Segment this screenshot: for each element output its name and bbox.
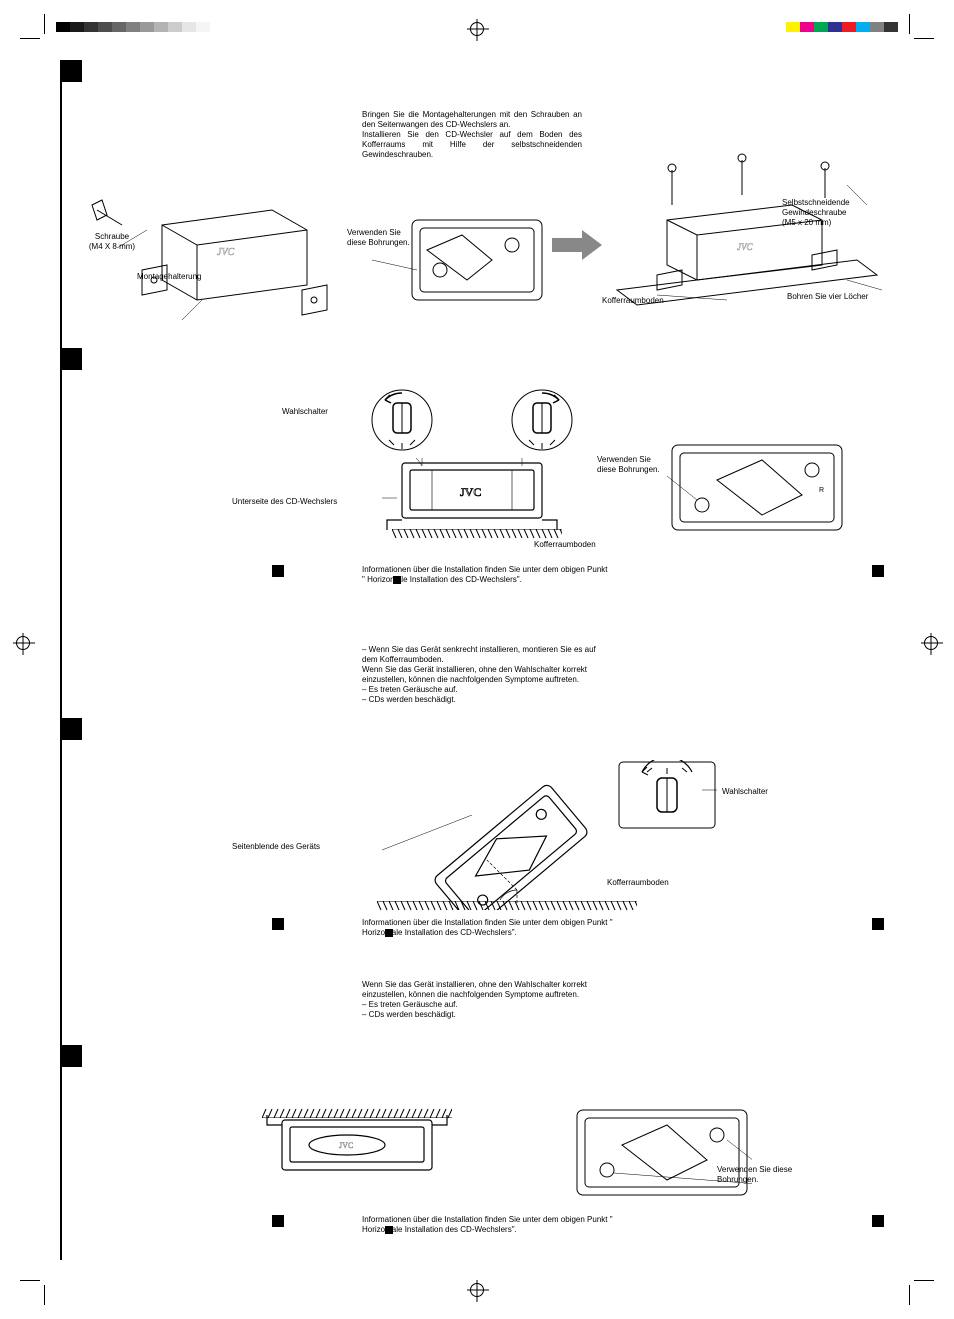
inline-marker — [393, 576, 401, 584]
svg-text:R: R — [819, 487, 824, 494]
note-ref-4: Informationen über die Installation find… — [362, 1215, 632, 1235]
label-switch: Wahlschalter — [282, 407, 328, 417]
diagram-tilted — [382, 755, 602, 910]
crop-mark — [909, 1285, 910, 1305]
ref-marker — [272, 1215, 284, 1227]
diagram-floor-mount: JVC — [607, 150, 897, 310]
hatched-ceiling — [262, 1105, 452, 1115]
crop-mark — [20, 38, 40, 39]
switch-dial-2 — [507, 385, 577, 455]
svg-text:JVC: JVC — [737, 242, 753, 252]
label-trunk-floor-2: Kofferraumboden — [534, 540, 596, 550]
svg-text:JVC: JVC — [460, 485, 481, 499]
label-side: Seitenblende des Geräts — [232, 842, 320, 852]
label-trunk-floor-3: Kofferraumboden — [607, 878, 669, 888]
crop-mark — [44, 1285, 45, 1305]
crop-mark — [44, 14, 45, 34]
registration-mark — [924, 636, 938, 650]
label-switch-3: Wahlschalter — [722, 787, 768, 797]
section-marker — [60, 60, 82, 82]
label-use-holes: Verwenden Sie diese Bohrungen. — [347, 228, 422, 248]
label-use-holes-2: Verwenden Sie diese Bohrungen. — [597, 455, 672, 475]
diagram-hole-detail-1 — [372, 210, 552, 310]
hatched-floor-2 — [377, 898, 637, 908]
ref-marker — [872, 1215, 884, 1227]
crop-mark — [914, 1280, 934, 1281]
crop-mark — [20, 1280, 40, 1281]
hatched-floor — [392, 526, 562, 536]
registration-mark — [470, 1283, 484, 1297]
arrow-icon — [552, 230, 602, 260]
section-marker — [60, 348, 82, 370]
label-screw: Schraube (M4 X 8 mm) — [82, 232, 142, 252]
label-bracket: Montagehalterung — [137, 272, 202, 282]
crop-mark — [914, 38, 934, 39]
ref-marker — [272, 565, 284, 577]
section-marker — [60, 1045, 82, 1067]
inline-marker — [385, 929, 393, 937]
crop-mark — [909, 14, 910, 34]
diagram-hole-detail-2: R — [667, 440, 847, 535]
label-drill: Bohren Sie vier Löcher — [787, 292, 868, 302]
page: Bringen Sie die Montagehalterungen mit d… — [0, 0, 954, 1319]
diagram-hole-detail-4 — [572, 1105, 752, 1200]
ref-marker — [272, 918, 284, 930]
grayscale-bar — [56, 22, 210, 32]
registration-mark — [470, 22, 484, 36]
label-use-holes-4: Verwenden Sie diese Bohrungen. — [717, 1165, 807, 1185]
instruction-text: Bringen Sie die Montagehalterungen mit d… — [362, 110, 582, 160]
warn-block-2: – Wenn Sie das Gerät senkrecht installie… — [362, 645, 612, 705]
label-self-tap: Selbstschneidende Gewindeschraube (M5 x … — [782, 198, 882, 228]
color-bar — [786, 22, 898, 32]
inline-marker — [385, 1226, 393, 1234]
note-ref-3: Informationen über die Installation find… — [362, 918, 632, 938]
content-area: Bringen Sie die Montagehalterungen mit d… — [60, 60, 894, 1260]
label-trunk-floor: Kofferraumboden — [602, 296, 664, 306]
registration-mark — [16, 636, 30, 650]
label-underside: Unterseite des CD-Wechslers — [232, 497, 337, 507]
diagram-suspended: JVC — [257, 1115, 457, 1185]
ref-marker — [872, 565, 884, 577]
instr2: Installieren Sie den CD-Wechsler auf dem… — [362, 130, 582, 159]
switch-dial-1 — [367, 385, 437, 455]
section-marker — [60, 718, 82, 740]
ref-marker — [872, 918, 884, 930]
warn-block-3: Wenn Sie das Gerät installieren, ohne de… — [362, 980, 612, 1020]
svg-text:JVC: JVC — [217, 247, 235, 258]
svg-text:JVC: JVC — [339, 1141, 353, 1150]
instr1: Bringen Sie die Montagehalterungen mit d… — [362, 110, 582, 129]
switch-dial-3 — [617, 760, 717, 830]
